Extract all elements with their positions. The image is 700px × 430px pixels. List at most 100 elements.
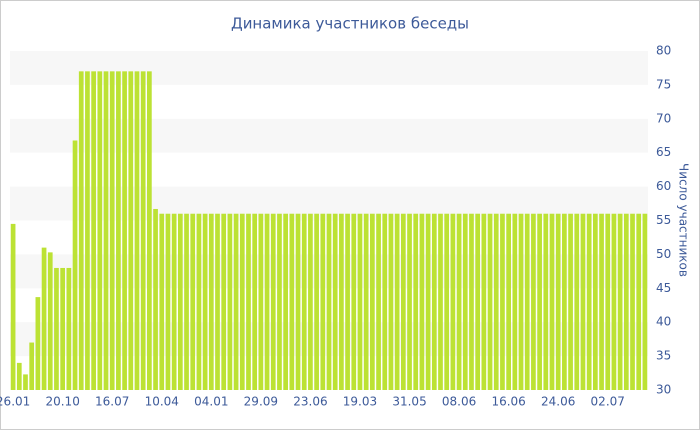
bar bbox=[147, 71, 152, 390]
x-tick-label: 02.07 bbox=[591, 395, 625, 409]
bar bbox=[308, 213, 313, 390]
bar bbox=[469, 213, 474, 390]
bar bbox=[128, 71, 134, 390]
x-tick-label: 08.06 bbox=[442, 395, 476, 409]
x-tick-label: 19.03 bbox=[343, 395, 377, 409]
bar bbox=[518, 213, 524, 390]
bar bbox=[599, 213, 604, 390]
bar bbox=[233, 213, 239, 390]
bar bbox=[10, 223, 16, 390]
bar bbox=[258, 213, 264, 390]
bar bbox=[617, 213, 623, 390]
bar bbox=[134, 71, 140, 390]
x-tick-label: 10.04 bbox=[145, 395, 179, 409]
bar bbox=[376, 213, 381, 390]
bar bbox=[295, 213, 301, 390]
bar bbox=[252, 213, 258, 390]
bar bbox=[425, 213, 431, 390]
bar bbox=[314, 213, 319, 390]
bar bbox=[202, 213, 208, 390]
bar bbox=[215, 213, 220, 390]
y-tick-label: 45 bbox=[656, 281, 671, 295]
bar bbox=[413, 213, 419, 390]
bar bbox=[320, 213, 326, 390]
y-tick-label: 70 bbox=[656, 111, 671, 125]
bar bbox=[47, 252, 53, 390]
bar bbox=[184, 213, 189, 390]
bar bbox=[23, 374, 28, 390]
bar bbox=[289, 213, 295, 390]
x-tick-label: 20.10 bbox=[45, 395, 79, 409]
bar bbox=[109, 71, 115, 390]
bar bbox=[35, 297, 41, 390]
bar bbox=[239, 213, 245, 390]
bar bbox=[153, 208, 158, 390]
bar bbox=[630, 213, 635, 390]
bar bbox=[586, 213, 592, 390]
bar bbox=[122, 71, 127, 390]
bar bbox=[283, 213, 288, 390]
bar bbox=[487, 213, 493, 390]
y-tick-label: 35 bbox=[656, 349, 671, 363]
bar bbox=[636, 213, 642, 390]
bar bbox=[438, 213, 443, 390]
bar bbox=[29, 342, 35, 390]
bar bbox=[642, 213, 648, 390]
bar bbox=[326, 213, 332, 390]
y-tick-label: 75 bbox=[656, 77, 671, 91]
bar bbox=[456, 213, 462, 390]
bar bbox=[512, 213, 518, 390]
bar bbox=[177, 213, 183, 390]
bar bbox=[301, 213, 307, 390]
bar bbox=[481, 213, 487, 390]
y-tick-label: 30 bbox=[656, 383, 671, 397]
bar bbox=[592, 213, 598, 390]
bar bbox=[16, 362, 22, 390]
bar bbox=[41, 247, 47, 390]
bar bbox=[171, 213, 177, 390]
bar bbox=[54, 267, 59, 390]
bar bbox=[190, 213, 196, 390]
bar bbox=[568, 213, 573, 390]
bar bbox=[221, 213, 227, 390]
bar bbox=[537, 213, 542, 390]
bar bbox=[611, 213, 617, 390]
bar bbox=[264, 213, 270, 390]
chart-title: Динамика участников беседы bbox=[231, 15, 469, 33]
bar bbox=[159, 213, 165, 390]
bar bbox=[506, 213, 511, 390]
bar bbox=[332, 213, 338, 390]
y-tick-label: 80 bbox=[656, 44, 671, 58]
y-tick-label: 60 bbox=[656, 179, 671, 193]
bar bbox=[140, 71, 146, 390]
bar bbox=[605, 213, 611, 390]
bar bbox=[363, 213, 369, 390]
bar bbox=[407, 213, 412, 390]
x-tick-label: 26.01 bbox=[0, 395, 30, 409]
bar bbox=[196, 213, 202, 390]
bar bbox=[475, 213, 481, 390]
bar bbox=[524, 213, 530, 390]
x-tick-label: 16.07 bbox=[95, 395, 129, 409]
bar bbox=[339, 213, 344, 390]
bar bbox=[165, 213, 171, 390]
bar bbox=[103, 71, 109, 390]
bar bbox=[277, 213, 282, 390]
bar bbox=[91, 71, 96, 390]
bar bbox=[444, 213, 450, 390]
bar bbox=[419, 213, 425, 390]
bar bbox=[388, 213, 394, 390]
bar bbox=[382, 213, 388, 390]
x-tick-label: 16.06 bbox=[491, 395, 525, 409]
bar bbox=[574, 213, 580, 390]
bar bbox=[208, 213, 214, 390]
bar bbox=[394, 213, 400, 390]
bar bbox=[549, 213, 555, 390]
bar bbox=[500, 213, 505, 390]
bar bbox=[450, 213, 456, 390]
y-tick-label: 65 bbox=[656, 145, 671, 159]
bar bbox=[116, 71, 121, 390]
y-tick-label: 55 bbox=[656, 213, 671, 227]
y-tick-label: 50 bbox=[656, 247, 671, 261]
